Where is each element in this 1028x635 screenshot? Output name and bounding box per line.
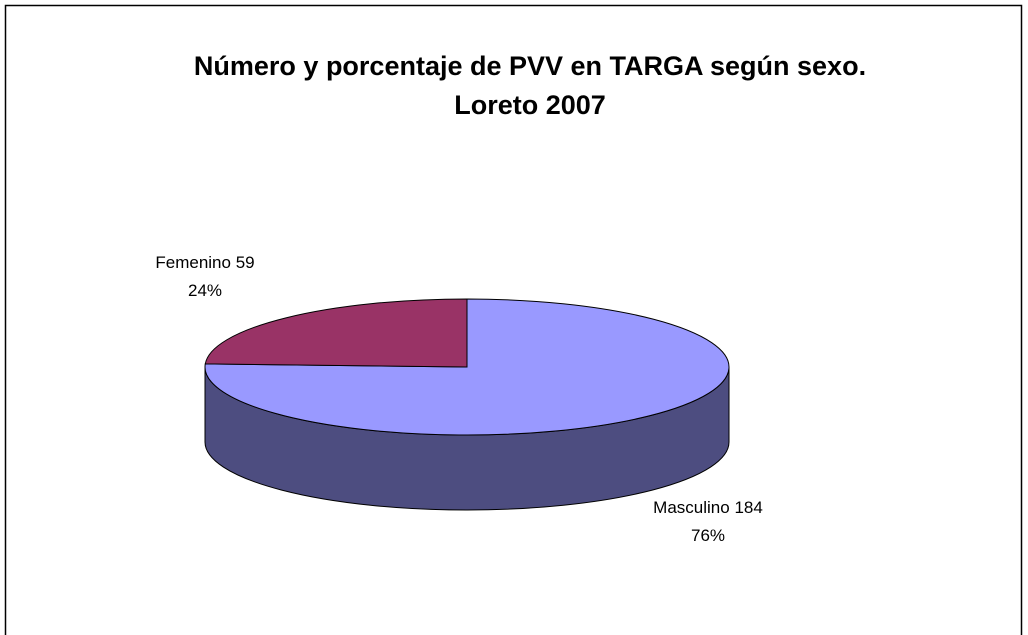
slice bbox=[204, 298, 468, 368]
label-value: 59 bbox=[236, 253, 255, 272]
chart-title: Número y porcentaje de PVV en TARGA segú… bbox=[194, 51, 866, 81]
labels: Femenino 59 24% Masculino 184 76% bbox=[155, 253, 762, 545]
label-category: Masculino bbox=[653, 498, 730, 517]
label-value: 184 bbox=[734, 498, 762, 517]
data-label: Femenino 59 bbox=[155, 253, 254, 272]
percent-label: 76% bbox=[691, 526, 725, 545]
label-category: Femenino bbox=[155, 253, 231, 272]
slice bbox=[204, 298, 730, 436]
pie bbox=[204, 298, 730, 511]
chart-title: Loreto 2007 bbox=[454, 90, 606, 120]
percent-label: 24% bbox=[188, 281, 222, 300]
data-label: Masculino 184 bbox=[653, 498, 763, 517]
